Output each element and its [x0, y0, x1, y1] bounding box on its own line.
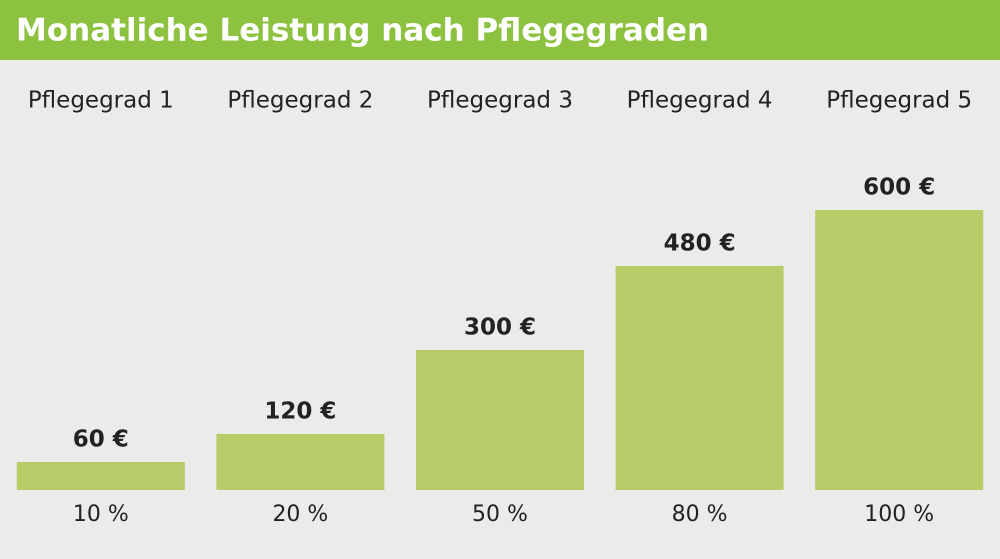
percent-label: 10 % [73, 502, 129, 527]
category-label: Pflegegrad 1 [28, 88, 174, 114]
value-label: 480 € [664, 231, 736, 257]
category-label: Pflegegrad 3 [427, 88, 573, 114]
chart-title: Monatliche Leistung nach Pflegegraden [16, 13, 709, 49]
category-label: Pflegegrad 4 [627, 88, 773, 114]
value-label: 120 € [264, 399, 336, 425]
bar [16, 462, 185, 490]
bar [416, 350, 584, 490]
value-label: 60 € [73, 427, 129, 453]
value-label: 600 € [863, 175, 935, 201]
percent-label: 20 % [272, 502, 328, 527]
percent-label: 80 % [672, 502, 728, 527]
category-label: Pflegegrad 2 [227, 88, 373, 114]
bar [615, 266, 784, 490]
bar [815, 210, 984, 490]
category-label: Pflegegrad 5 [826, 88, 972, 114]
percent-label: 100 % [864, 502, 934, 527]
bar [216, 434, 385, 490]
title-bar [0, 0, 1000, 60]
value-label: 300 € [464, 315, 536, 341]
percent-label: 50 % [472, 502, 528, 527]
